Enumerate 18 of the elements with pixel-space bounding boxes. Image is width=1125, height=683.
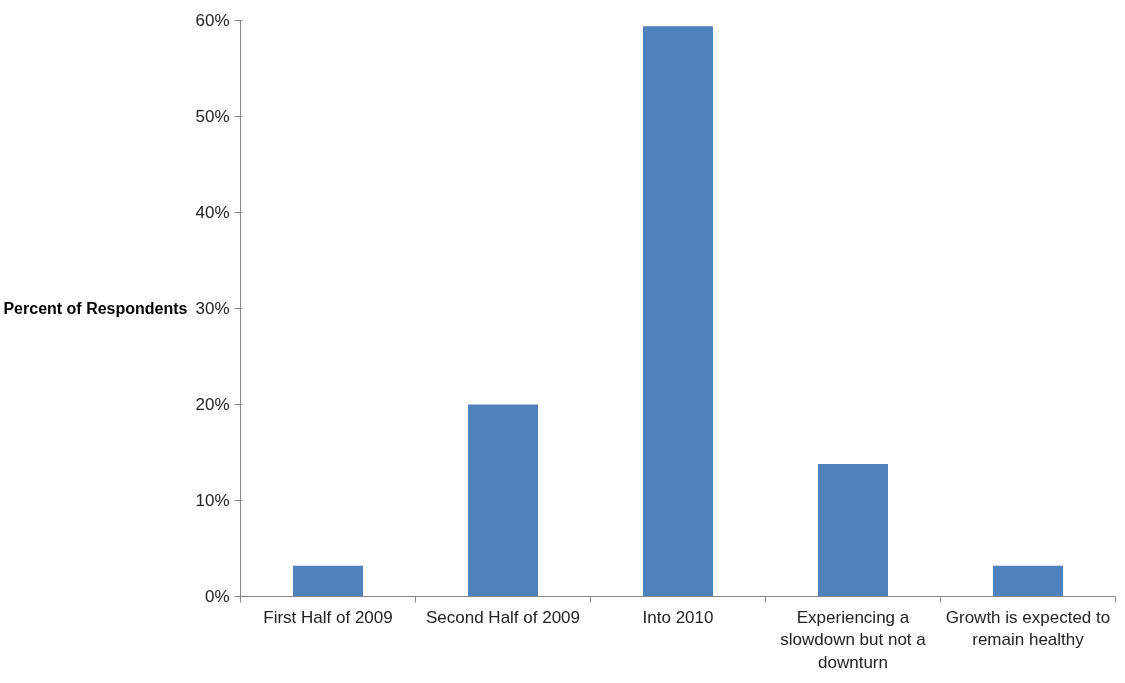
bar bbox=[468, 404, 538, 597]
y-tick-label: 0% bbox=[204, 587, 230, 606]
y-tick-label: 20% bbox=[195, 395, 230, 414]
bar bbox=[993, 565, 1063, 597]
y-tick-label: 60% bbox=[195, 11, 230, 30]
x-tick-label: First Half of 2009 bbox=[263, 607, 393, 627]
y-tick-label: 30% bbox=[195, 299, 230, 318]
bar bbox=[293, 565, 363, 597]
y-axis-title: Percent of Respondents bbox=[3, 300, 188, 317]
x-tick-label: Experiencing a slowdown but not a downturn bbox=[780, 607, 927, 673]
bar bbox=[818, 464, 888, 597]
y-tick-label: 40% bbox=[195, 203, 230, 222]
y-tick-label: 50% bbox=[195, 107, 230, 126]
y-tick-label: 10% bbox=[195, 491, 230, 510]
x-tick-label: Second Half of 2009 bbox=[425, 607, 581, 627]
x-tick-label: Into 2010 bbox=[642, 607, 714, 627]
x-tick-label: Growth is expected to remain healthy bbox=[945, 607, 1111, 650]
bar bbox=[643, 26, 713, 597]
